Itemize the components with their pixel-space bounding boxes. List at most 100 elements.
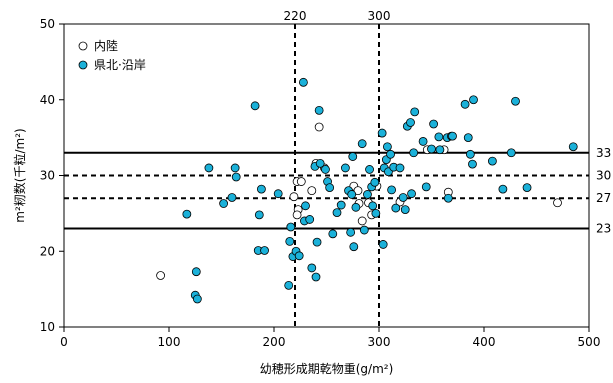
data-point-north-coast xyxy=(387,185,397,195)
x-tick-label: 0 xyxy=(60,335,68,349)
vertical-reference-label: 300 xyxy=(368,9,391,23)
x-axis-label: 幼穂形成期乾物重(g/m²) xyxy=(260,362,394,376)
data-point-north-coast xyxy=(192,294,202,304)
data-point-north-coast xyxy=(377,128,387,138)
legend-marker-north-coast xyxy=(78,60,88,70)
x-tick-label: 500 xyxy=(578,335,601,349)
data-point-north-coast xyxy=(371,208,381,218)
data-point-north-coast xyxy=(435,145,445,155)
y-tick-label: 10 xyxy=(40,320,55,334)
data-point-north-coast xyxy=(312,237,322,247)
data-point-north-coast xyxy=(351,202,361,212)
data-point-north-coast xyxy=(400,205,410,214)
data-point-north-coast xyxy=(460,99,470,109)
data-point-north-coast xyxy=(250,101,260,111)
data-point-north-coast xyxy=(191,267,201,277)
data-point-north-coast xyxy=(378,240,388,249)
data-point-north-coast xyxy=(284,280,294,290)
horizontal-reference-label: 33 xyxy=(596,146,611,160)
data-point-north-coast xyxy=(219,199,229,208)
vertical-reference-label: 220 xyxy=(284,9,307,23)
data-point-north-coast xyxy=(328,229,338,239)
data-point-north-coast xyxy=(305,215,315,224)
y-tick-label: 30 xyxy=(40,169,55,183)
data-point-inland xyxy=(357,216,367,226)
data-point-north-coast xyxy=(406,118,415,127)
data-point-inland xyxy=(314,122,324,132)
data-point-inland xyxy=(553,198,562,208)
y-tick-label: 20 xyxy=(40,244,55,258)
data-point-north-coast xyxy=(315,158,325,168)
data-point-north-coast xyxy=(314,105,324,115)
data-point-north-coast xyxy=(357,139,367,149)
data-point-north-coast xyxy=(332,208,342,218)
data-point-north-coast xyxy=(365,165,374,174)
data-point-north-coast xyxy=(348,152,358,161)
data-point-north-coast xyxy=(391,203,401,213)
data-point-north-coast xyxy=(395,163,405,173)
data-point-north-coast xyxy=(368,201,378,211)
data-points xyxy=(156,77,578,304)
y-axis-ticks: 10 20 30 40 50 xyxy=(40,17,64,334)
data-point-north-coast xyxy=(409,148,419,158)
data-point-north-coast xyxy=(346,227,356,237)
data-point-north-coast xyxy=(398,193,408,202)
data-point-north-coast xyxy=(363,190,372,199)
data-point-north-coast xyxy=(568,142,578,152)
data-point-north-coast xyxy=(301,201,310,211)
data-point-north-coast xyxy=(429,119,439,129)
data-point-north-coast xyxy=(427,144,436,154)
data-point-north-coast xyxy=(421,182,431,192)
x-tick-label: 400 xyxy=(473,335,496,349)
horizontal-reference-label: 27 xyxy=(596,191,611,205)
data-point-north-coast xyxy=(386,149,395,159)
horizontal-reference-label: 23 xyxy=(596,222,611,236)
data-point-north-coast xyxy=(370,177,380,187)
data-point-north-coast xyxy=(498,184,508,194)
data-point-north-coast xyxy=(448,131,457,141)
data-point-inland xyxy=(353,186,363,196)
legend-marker-inland xyxy=(78,41,88,51)
data-point-inland xyxy=(296,177,306,186)
data-point-north-coast xyxy=(311,272,321,282)
data-point-north-coast xyxy=(463,133,473,143)
legend-label-north-coast: 県北·沿岸 xyxy=(94,58,146,72)
y-tick-label: 40 xyxy=(40,93,55,107)
data-point-north-coast xyxy=(227,193,237,202)
legend: 内陸 県北·沿岸 xyxy=(78,39,146,72)
data-point-north-coast xyxy=(382,142,392,152)
data-point-north-coast xyxy=(256,184,266,194)
data-point-north-coast xyxy=(468,159,477,169)
data-point-north-coast xyxy=(260,246,269,255)
legend-label-inland: 内陸 xyxy=(94,39,118,53)
data-point-north-coast xyxy=(465,149,475,159)
data-point-north-coast xyxy=(418,137,428,146)
data-point-north-coast xyxy=(230,163,240,173)
x-tick-label: 300 xyxy=(368,335,391,349)
data-point-north-coast xyxy=(340,163,350,173)
data-point-north-coast xyxy=(359,225,369,235)
data-point-north-coast xyxy=(506,148,516,158)
data-point-north-coast xyxy=(407,189,416,199)
data-point-north-coast xyxy=(487,156,497,166)
data-point-north-coast xyxy=(336,200,346,210)
data-point-north-coast xyxy=(321,165,330,174)
data-point-north-coast xyxy=(204,163,214,173)
data-point-north-coast xyxy=(307,263,317,273)
reference-lines: 220 300 33 30 27 23 xyxy=(64,9,611,327)
data-point-north-coast xyxy=(511,96,520,106)
x-tick-label: 200 xyxy=(263,335,286,349)
data-point-north-coast xyxy=(522,183,532,193)
data-point-north-coast xyxy=(469,95,478,105)
data-point-inland xyxy=(292,210,302,220)
data-point-inland xyxy=(289,192,299,202)
data-point-north-coast xyxy=(443,193,453,203)
data-point-north-coast xyxy=(325,183,335,193)
data-point-north-coast xyxy=(434,132,444,142)
horizontal-reference-label: 30 xyxy=(596,169,611,183)
x-axis-ticks: 0 100 200 300 400 500 xyxy=(60,327,600,349)
data-point-inland xyxy=(156,271,166,280)
data-point-inland xyxy=(307,186,317,196)
data-point-north-coast xyxy=(285,237,295,246)
